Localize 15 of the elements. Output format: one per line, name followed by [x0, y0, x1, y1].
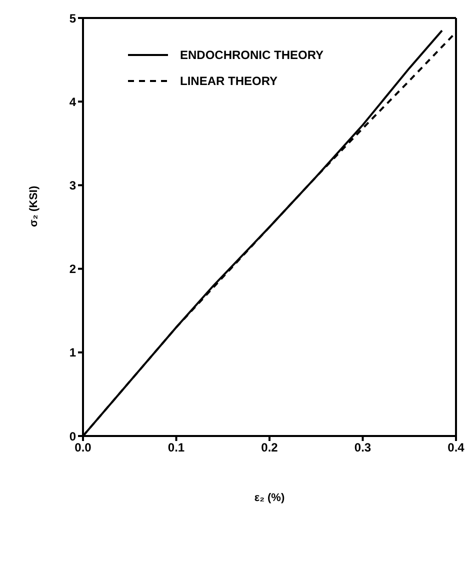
legend-label: LINEAR THEORY: [180, 74, 278, 88]
y-axis-title: σ₂ (KSI): [28, 186, 40, 227]
x-tick-label: 0.4: [448, 440, 465, 455]
x-tick-label: 0.1: [168, 440, 185, 455]
x-axis-title: ε₂ (%): [254, 492, 285, 504]
y-tick-label: 5: [69, 11, 76, 26]
x-tick-label: 0.0: [74, 440, 92, 455]
y-tick-label: 3: [69, 178, 76, 192]
y-tick-label: 4: [69, 94, 76, 109]
y-tick-label: 0: [69, 429, 76, 444]
legend-label: ENDOCHRONIC THEORY: [180, 48, 324, 62]
y-tick-label: 2: [69, 262, 76, 276]
x-tick-label: 0.2: [261, 440, 278, 455]
x-tick-label: 0.3: [354, 440, 372, 455]
y-tick-label: 1: [69, 346, 76, 360]
